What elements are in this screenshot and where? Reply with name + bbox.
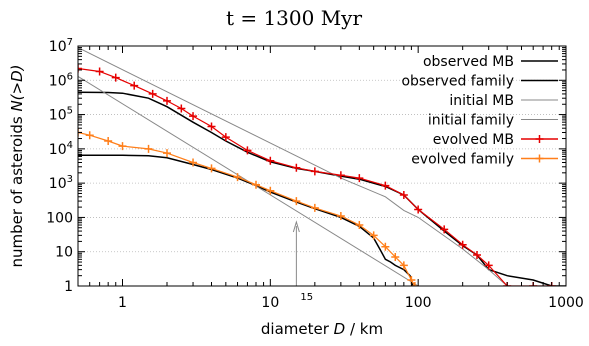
series-line-evolved-mb xyxy=(78,67,552,286)
data-point-evolved-mb xyxy=(440,225,449,234)
data-point-evolved-mb xyxy=(221,133,230,142)
y-tick-label: 105 xyxy=(49,106,73,124)
data-point-evolved-family xyxy=(104,136,113,145)
data-point-evolved-mb xyxy=(163,96,172,105)
data-point-evolved-mb xyxy=(95,67,104,76)
y-tick-label: 103 xyxy=(49,174,73,192)
annotation: 15 xyxy=(292,220,313,303)
data-point-evolved-mb xyxy=(472,251,481,260)
data-point-evolved-family xyxy=(163,149,172,158)
data-point-evolved-family xyxy=(391,253,400,262)
data-point-evolved-family xyxy=(310,203,319,212)
legend-label-evolved-family: evolved family xyxy=(411,152,514,168)
data-point-evolved-family xyxy=(252,180,261,189)
data-point-evolved-family xyxy=(207,164,216,173)
data-point-evolved-family xyxy=(144,144,153,153)
data-point-evolved-mb xyxy=(381,181,390,190)
data-point-evolved-family xyxy=(336,212,345,221)
data-point-evolved-family xyxy=(369,231,378,240)
y-tick-label: 100 xyxy=(46,210,73,226)
data-point-evolved-mb xyxy=(130,81,139,90)
data-point-evolved-family xyxy=(85,131,94,140)
data-point-evolved-mb xyxy=(243,146,252,155)
data-point-evolved-mb xyxy=(111,73,120,82)
data-point-evolved-mb xyxy=(458,240,467,249)
data-point-evolved-mb xyxy=(266,156,275,165)
data-point-evolved-mb xyxy=(177,104,186,113)
series-line-observed-family xyxy=(78,154,414,286)
legend-label-initial-family: initial family xyxy=(428,113,514,129)
annotation-arrowhead xyxy=(292,220,300,233)
data-point-evolved-mb xyxy=(207,122,216,131)
y-tick-label: 10 xyxy=(55,245,73,261)
legend-marker-evolved-mb xyxy=(535,135,544,143)
x-tick-label: 10 xyxy=(261,295,279,311)
data-point-evolved-mb xyxy=(148,89,157,98)
legend-label-observed-mb: observed MB xyxy=(423,54,514,70)
y-tick-label: 1 xyxy=(64,279,73,295)
y-axis-label: number of asteroids N(>D) xyxy=(8,65,26,268)
annotation-label: 15 xyxy=(300,292,313,303)
data-point-evolved-family xyxy=(355,221,364,230)
data-point-evolved-mb xyxy=(484,261,493,270)
data-point-evolved-family xyxy=(410,282,419,286)
data-point-evolved-mb xyxy=(310,167,319,176)
legend: observed MB observed family initial MB init… xyxy=(401,54,558,168)
data-point-evolved-family xyxy=(292,197,301,206)
legend-label-initial-mb: initial MB xyxy=(449,93,514,109)
y-tick-label: 107 xyxy=(49,37,73,55)
data-point-evolved-mb xyxy=(414,205,423,214)
data-point-evolved-mb xyxy=(292,163,301,172)
data-point-evolved-family xyxy=(118,142,127,151)
chart-title: t = 1300 Myr xyxy=(226,6,363,30)
data-point-evolved-family xyxy=(233,173,242,182)
series-line-initial-mb xyxy=(78,47,508,286)
data-point-evolved-family xyxy=(266,186,275,195)
x-tick-label: 1000 xyxy=(548,295,584,311)
data-point-evolved-mb xyxy=(399,191,408,200)
x-tick-label: 100 xyxy=(405,295,432,311)
series-layer xyxy=(78,47,566,286)
data-point-evolved-mb xyxy=(189,112,198,121)
legend-marker-evolved-family xyxy=(535,154,544,163)
y-tick-label: 104 xyxy=(49,140,73,158)
legend-label-evolved-mb: evolved MB xyxy=(433,132,514,148)
data-point-evolved-family xyxy=(399,261,408,270)
data-point-evolved-family xyxy=(381,242,390,251)
data-point-evolved-mb xyxy=(336,171,345,180)
y-tick-label: 106 xyxy=(49,71,73,89)
x-tick-label: 1 xyxy=(118,295,127,311)
plot-frame xyxy=(77,45,567,287)
legend-label-observed-family: observed family xyxy=(401,74,514,90)
data-point-evolved-mb xyxy=(78,64,82,73)
data-point-evolved-mb xyxy=(355,174,364,183)
data-point-evolved-family xyxy=(189,158,198,167)
x-axis-label: diameter D / km xyxy=(261,320,383,338)
